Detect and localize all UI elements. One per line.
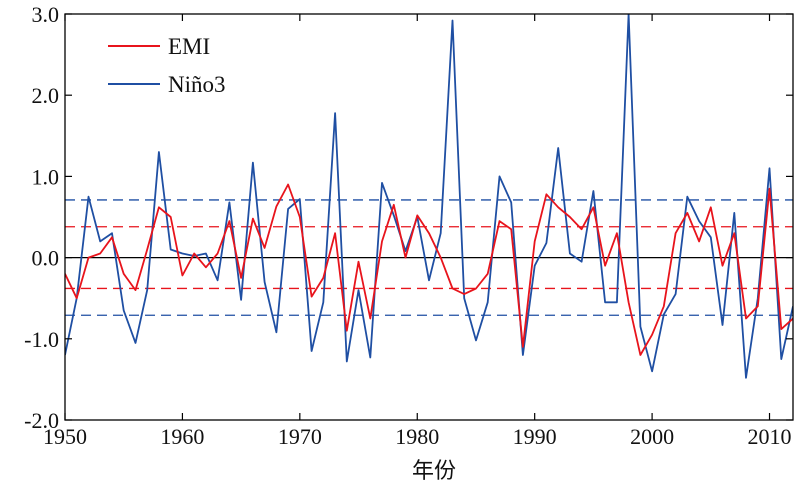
legend-nino3-label: Niño3 [168, 72, 226, 97]
y-tick-label: 2.0 [32, 83, 60, 108]
nino3-series-line [65, 14, 793, 379]
y-tick-label: 0.0 [32, 246, 60, 271]
x-tick-label: 1990 [513, 424, 557, 449]
x-tick-label: 1950 [43, 424, 87, 449]
emi-series-line [65, 183, 793, 356]
x-tick-label: 2000 [630, 424, 674, 449]
x-tick-label: 1980 [395, 424, 439, 449]
plot-frame [64, 13, 794, 421]
plot-border [64, 13, 794, 421]
threshold-lines [65, 199, 793, 316]
y-axis-ticks: -2.0 -1.0 0.0 1.0 2.0 3.0 [24, 2, 793, 433]
legend-emi-label: EMI [168, 34, 210, 59]
x-tick-label: 2010 [748, 424, 792, 449]
x-tick-label: 1960 [160, 424, 204, 449]
y-tick-label: -1.0 [24, 327, 59, 352]
y-tick-label: 1.0 [32, 164, 60, 189]
series-layer [65, 14, 793, 379]
legend: EMI Niño3 [108, 34, 226, 97]
y-tick-label: 3.0 [32, 2, 60, 27]
x-tick-label: 1970 [278, 424, 322, 449]
x-axis-title: 年份 [412, 459, 456, 484]
x-axis-ticks: 1950 1960 1970 1980 1990 2000 2010 [43, 14, 792, 449]
y-tick-label: -2.0 [24, 408, 59, 433]
